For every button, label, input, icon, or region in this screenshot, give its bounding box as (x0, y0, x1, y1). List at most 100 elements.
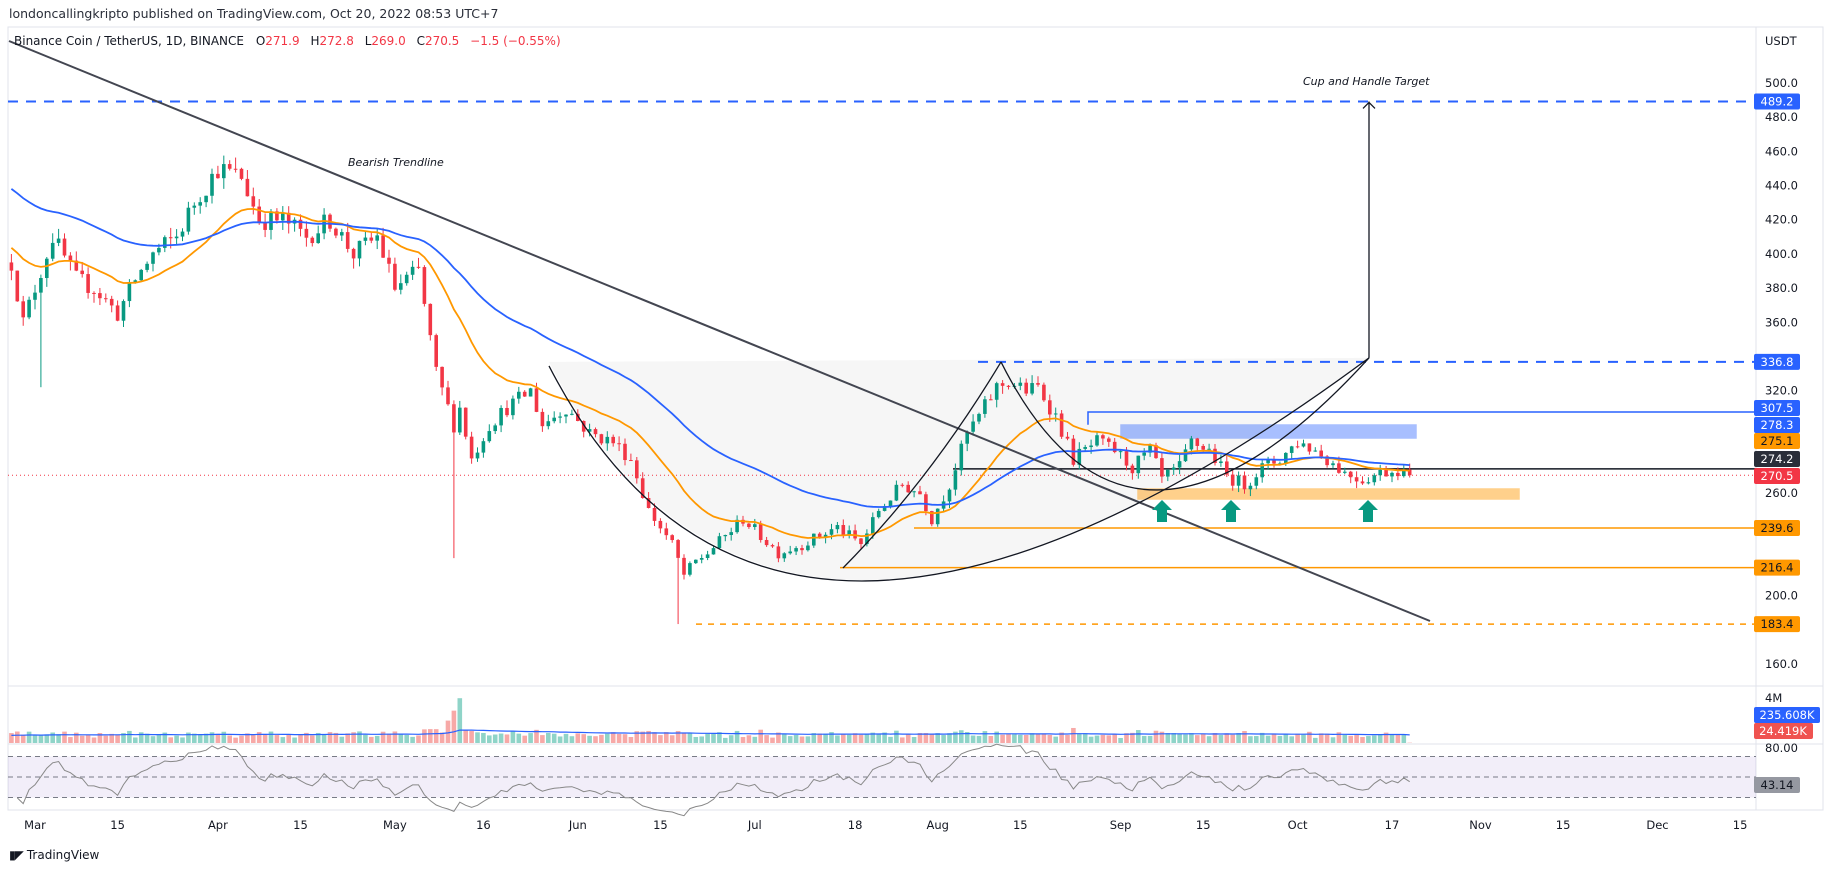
candle-body (257, 206, 261, 224)
volume-bar (1372, 735, 1377, 743)
candle-body (876, 510, 881, 518)
candle-body (1402, 469, 1406, 477)
candle-body (817, 533, 822, 538)
volume-bar (882, 732, 887, 743)
volume-bar (463, 730, 468, 743)
price-badge-489-2 (1754, 93, 1800, 110)
symbol-legend[interactable]: Binance Coin / TetherUS, 1D, BINANCE O27… (14, 34, 561, 48)
volume-bar (534, 729, 539, 743)
volume-bar (1218, 735, 1224, 743)
candle-body (1083, 447, 1087, 449)
volume-bar (1118, 737, 1123, 743)
candle-body (1343, 471, 1347, 473)
volume-bar (935, 733, 940, 743)
candle-body (458, 407, 462, 433)
candle-body (180, 231, 185, 237)
volume-bar (1230, 734, 1235, 743)
price-badge-text: 336.8 (1761, 355, 1794, 369)
rsi-line (16, 743, 1410, 817)
candle-body (163, 237, 167, 248)
volume-bar (115, 734, 120, 743)
candle-body (1160, 458, 1164, 477)
cup-arc (548, 357, 1370, 582)
candle-body (1390, 472, 1394, 477)
volume-bar (770, 737, 775, 743)
candle-body (452, 404, 456, 433)
volume-bar (1395, 734, 1401, 743)
volume-bar (575, 733, 581, 743)
volume-bar (398, 734, 404, 743)
volume-bar (551, 733, 557, 743)
candle-body (847, 530, 851, 535)
volume-bar (1336, 732, 1342, 743)
candle-body (747, 523, 751, 528)
price-tick: 200.0 (1765, 589, 1798, 603)
candle-body (174, 236, 179, 239)
volume-bar (315, 732, 321, 743)
candle-body (1189, 438, 1194, 450)
volume-bar (1330, 737, 1336, 743)
candle-body (646, 497, 651, 508)
volume-bar (168, 737, 173, 743)
price-badge-text: 239.6 (1761, 521, 1794, 535)
candle-body (871, 517, 875, 534)
candle-body (912, 491, 916, 493)
volume-bar (256, 732, 262, 743)
volume-bar (994, 731, 999, 743)
volume-bar (1242, 731, 1247, 743)
candle-body (1030, 383, 1034, 394)
candle-body (935, 508, 940, 525)
volume-bar (1307, 731, 1312, 743)
candle-body (440, 366, 444, 388)
candle-body (428, 303, 433, 336)
volume-bar (1012, 734, 1017, 743)
candle-body (859, 538, 863, 545)
volume-bar (192, 733, 197, 743)
candle-body (1148, 445, 1152, 453)
volume-bar (964, 732, 970, 743)
candle-body (581, 420, 586, 432)
candle-body (640, 478, 645, 498)
volume-bar (628, 736, 634, 743)
volume-bar (1088, 736, 1094, 743)
candle-body (971, 421, 975, 432)
candle-body (1053, 413, 1058, 415)
volume-bar (1401, 734, 1407, 743)
volume-bar (32, 735, 38, 743)
candle-body (499, 407, 503, 426)
candle-body (688, 563, 692, 575)
volume-bar (1159, 731, 1165, 743)
volume-bar (144, 733, 150, 743)
volume-bar (1171, 733, 1176, 743)
price-badge-text: 489.2 (1761, 94, 1794, 108)
time-tick: Jun (568, 818, 587, 832)
candle-body (806, 545, 810, 551)
time-tick: Nov (1469, 818, 1492, 832)
volume-bar (1313, 737, 1318, 743)
bounce-up-arrow-icon (1152, 500, 1172, 522)
volume-bar (262, 733, 268, 743)
candle-body (1006, 385, 1011, 387)
candle-body (157, 247, 161, 253)
candle-body (80, 270, 84, 275)
volume-bar (1071, 727, 1076, 743)
supply-zone (1120, 424, 1417, 439)
volume-bar (1383, 732, 1389, 743)
candle-body (959, 443, 964, 471)
candle-body (1384, 469, 1388, 477)
price-badge-text: 307.5 (1761, 401, 1794, 415)
change-value: −1.5 (−0.55%) (470, 34, 561, 48)
candle-body (475, 452, 480, 459)
volume-bar (764, 735, 769, 743)
volume-bar (1224, 733, 1230, 743)
volume-bar (451, 710, 457, 743)
volume-bar (894, 730, 899, 743)
candle-body (487, 431, 492, 442)
candle-body (983, 399, 987, 414)
volume-bar (504, 734, 510, 743)
tradingview-logo[interactable]: ▮◤ TradingView (9, 848, 99, 862)
candle-body (717, 536, 722, 549)
volume-bar (823, 733, 828, 743)
volume-bar (433, 729, 439, 743)
